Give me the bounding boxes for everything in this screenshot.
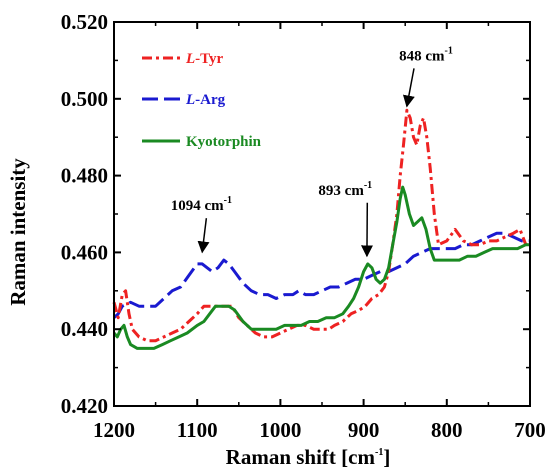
legend-label-tyr-prefix: L: [185, 51, 195, 67]
annotation-label: 893 cm-1: [318, 180, 372, 199]
x-tick-label: 1200: [93, 418, 135, 442]
y-tick-label: 0.500: [61, 87, 108, 111]
legend-label-tyr-suffix: -Tyr: [195, 51, 223, 67]
legend-item-kyotorphin: Kyotorphin: [142, 134, 262, 150]
x-tick-label: 1000: [259, 418, 301, 442]
x-tick-label: 1100: [177, 418, 218, 442]
series-line-kyotorphin: [112, 185, 530, 350]
annotations-layer: 848 cm-1 1094 cm-1 893 cm-1: [171, 45, 453, 258]
legend-item-tyr: L-Tyr: [142, 51, 224, 67]
annotation-label: 1094 cm-1: [171, 195, 232, 214]
y-tick-label: 0.460: [61, 240, 108, 264]
legend-label-arg-prefix: L: [185, 92, 195, 108]
annotation-arrow: [197, 218, 210, 254]
x-axis-title-sup: -1: [375, 447, 383, 458]
x-tick-label: 700: [514, 418, 546, 442]
series-line-arg: [112, 231, 530, 319]
annotation-label: 848 cm-1: [399, 45, 453, 64]
y-tick-label: 0.420: [61, 394, 108, 418]
y-tick-label: 0.440: [61, 317, 108, 341]
x-tick-label: 900: [348, 418, 380, 442]
legend-label-kyotorphin: Kyotorphin: [186, 134, 262, 150]
legend-label-arg: L-Arg: [185, 92, 226, 108]
annotation-arrow: [402, 68, 415, 108]
legend: L-Tyr L-Arg Kyotorphin: [142, 51, 262, 150]
x-axis-title: Raman shift [cm-1]: [226, 445, 391, 469]
legend-label-arg-suffix: -Arg: [195, 92, 225, 108]
y-axis-title: Raman intensity: [6, 158, 30, 306]
legend-item-arg: L-Arg: [142, 92, 226, 108]
series-layer: [112, 108, 532, 350]
tick-labels-layer: 1200 1100 1000 900 800 700 0.420 0.440 0.460 0.48…: [61, 10, 546, 442]
x-axis-title-main: Raman shift [cm: [226, 445, 376, 469]
legend-label-tyr: L-Tyr: [185, 51, 224, 67]
series-line-tyr: [112, 108, 532, 343]
y-tick-label: 0.520: [61, 10, 108, 34]
x-axis-title-end: ]: [383, 445, 390, 469]
x-tick-label: 800: [431, 418, 463, 442]
ticks-layer: [113, 21, 531, 407]
y-tick-label: 0.480: [61, 164, 108, 188]
